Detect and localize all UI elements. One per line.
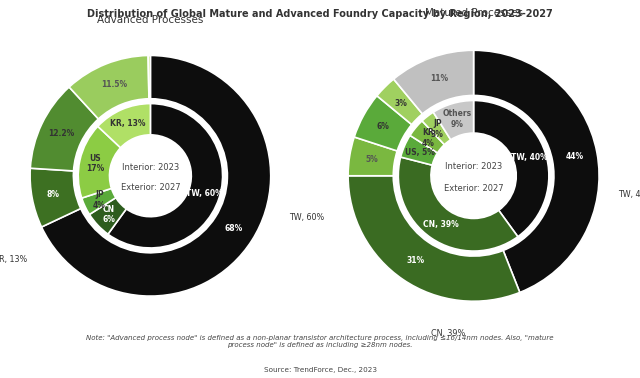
Text: Interior: 2023: Interior: 2023 (122, 163, 179, 172)
Wedge shape (30, 87, 99, 171)
Text: JP
3%: JP 3% (431, 119, 444, 139)
Wedge shape (90, 198, 126, 234)
Text: Note: "Advanced process node" is defined as a non-planar transistor architecture: Note: "Advanced process node" is defined… (86, 335, 554, 348)
Wedge shape (108, 104, 223, 248)
Wedge shape (474, 50, 599, 293)
Wedge shape (398, 157, 518, 251)
Wedge shape (394, 50, 474, 114)
Text: 68%: 68% (225, 224, 243, 233)
Wedge shape (401, 135, 438, 165)
Text: TW, 60%: TW, 60% (186, 189, 223, 198)
Wedge shape (410, 121, 444, 153)
Title: Matured Processes: Matured Processes (424, 8, 523, 18)
Text: 11.5%: 11.5% (100, 80, 127, 89)
Text: US, 5%: US, 5% (404, 148, 435, 157)
Text: 44%: 44% (566, 152, 584, 161)
Text: Exterior: 2027: Exterior: 2027 (120, 183, 180, 192)
Wedge shape (433, 101, 474, 140)
Text: Source: TrendForce, Dec., 2023: Source: TrendForce, Dec., 2023 (264, 367, 376, 373)
Text: Exterior: 2027: Exterior: 2027 (444, 184, 504, 193)
Wedge shape (355, 96, 412, 151)
Text: CN, 39%: CN, 39% (422, 220, 458, 229)
Text: 5%: 5% (365, 155, 378, 164)
Wedge shape (42, 56, 271, 296)
Text: CN, 39%: CN, 39% (431, 329, 466, 338)
Text: Interior: 2023: Interior: 2023 (445, 163, 502, 172)
Wedge shape (148, 56, 150, 99)
Text: TW, 40%: TW, 40% (618, 190, 640, 199)
Text: Others
9%: Others 9% (443, 109, 472, 129)
Wedge shape (348, 137, 397, 176)
Title: Advanced Processes: Advanced Processes (97, 15, 204, 25)
Text: KR, 13%: KR, 13% (0, 256, 28, 265)
Wedge shape (98, 104, 150, 148)
Wedge shape (348, 176, 520, 301)
Text: Distribution of Global Mature and Advanced Foundry Capacity by Region, 2023-2027: Distribution of Global Mature and Advanc… (87, 9, 553, 19)
Wedge shape (474, 101, 549, 237)
Text: JP
4%: JP 4% (93, 190, 106, 209)
Wedge shape (422, 112, 451, 145)
Text: 11%: 11% (429, 74, 448, 84)
Text: 31%: 31% (406, 256, 425, 265)
Wedge shape (82, 188, 116, 214)
Wedge shape (377, 79, 422, 125)
Text: 3%: 3% (394, 99, 407, 107)
Text: KR
4%: KR 4% (422, 129, 435, 148)
Text: KR, 13%: KR, 13% (110, 119, 146, 129)
Text: CN
6%: CN 6% (103, 205, 116, 224)
Wedge shape (78, 126, 120, 198)
Text: TW, 60%: TW, 60% (289, 214, 324, 222)
Text: 8%: 8% (47, 190, 60, 199)
Text: 12.2%: 12.2% (48, 129, 74, 138)
Text: US
17%: US 17% (86, 154, 104, 173)
Text: 6%: 6% (377, 122, 390, 131)
Wedge shape (30, 168, 81, 227)
Text: TW, 40%: TW, 40% (511, 153, 548, 162)
Wedge shape (69, 56, 149, 119)
